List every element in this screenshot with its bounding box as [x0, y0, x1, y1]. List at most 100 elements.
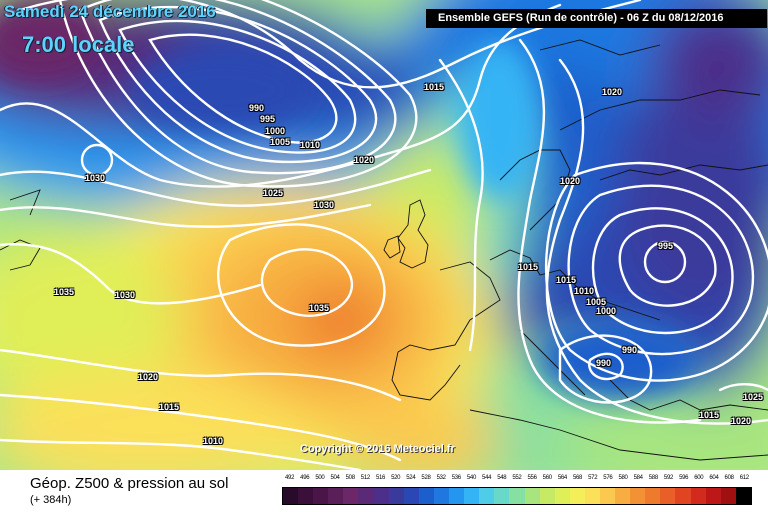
copyright-notice: Copyright © 2016 Meteociel.fr	[300, 443, 455, 455]
isobar-label: 1005	[586, 297, 607, 307]
legend-tick-label: 600	[694, 475, 704, 481]
isobar-1025-north	[0, 168, 432, 207]
legend-swatch	[494, 488, 510, 504]
legend-swatch	[599, 488, 616, 504]
run-info-banner: Ensemble GEFS (Run de contrôle) - 06 Z d…	[426, 9, 767, 28]
legend-tick-label: 552	[512, 475, 522, 481]
isobar-label: 1000	[265, 126, 286, 136]
legend-swatch	[539, 488, 555, 504]
isobar-1035-center	[260, 248, 354, 317]
isobar-1010-east	[544, 162, 768, 382]
isobar-1030-west	[80, 143, 114, 177]
legend-tick-label: 596	[679, 475, 689, 481]
isobar-label: 990	[249, 103, 265, 113]
isobar-label: 1000	[596, 306, 617, 316]
legend-swatch	[524, 488, 540, 504]
legend-swatch	[569, 488, 585, 504]
map-title: Géop. Z500 & pression au sol	[30, 475, 229, 492]
legend-tick-label: 548	[497, 475, 507, 481]
isobar-1005	[78, 0, 397, 175]
legend-tick-label: 524	[406, 475, 416, 481]
isobar-label: 1015	[699, 410, 720, 420]
isobar-label: 1020	[731, 416, 752, 426]
legend-swatch	[343, 488, 359, 504]
central-europe-outline	[489, 249, 661, 321]
map-footer: Géop. Z500 & pression au sol (+ 384h) 49…	[0, 470, 768, 512]
forecast-time: 7:00 locale	[22, 32, 135, 57]
legend-tick-label: 560	[542, 475, 552, 481]
legend-tick-label: 532	[436, 475, 446, 481]
isobar-label: 1015	[159, 402, 180, 412]
legend-swatch	[675, 488, 691, 504]
isobar-label: 1020	[354, 155, 375, 165]
legend-swatch	[373, 488, 389, 504]
legend-swatch	[660, 488, 676, 504]
legend-swatch	[403, 488, 419, 504]
legend-tick-label: 576	[603, 475, 613, 481]
legend-tick-label: 556	[527, 475, 537, 481]
isobar-label: 1015	[518, 262, 539, 272]
isobar-990-south	[588, 352, 624, 381]
legend-tick-label: 492	[285, 475, 295, 481]
isobar-1010	[58, 0, 418, 188]
legend-tick-label: 496	[300, 475, 310, 481]
legend-tick-label: 540	[466, 475, 477, 481]
isobar-label: 995	[260, 114, 276, 124]
legend-tick-label: 504	[330, 475, 340, 481]
isobar-label: 990	[622, 345, 638, 355]
forecast-lead-time: (+ 384h)	[30, 494, 72, 506]
isobar-1030-central	[0, 203, 372, 228]
legend-tick-label: 572	[588, 475, 598, 481]
isobar-label: 1030	[115, 290, 136, 300]
legend-tick-label: 568	[572, 475, 583, 481]
legend-tick-labels: 492 496 500 504 508 512 516 520 524 528 532 536 540 5…	[282, 475, 752, 485]
legend-swatch	[479, 488, 495, 504]
isobar-1015-channel	[438, 58, 484, 352]
legend-swatch	[449, 488, 465, 504]
legend-tick-label: 508	[345, 475, 355, 481]
legend-swatch	[298, 488, 314, 504]
legend-swatch	[705, 488, 721, 504]
isobar-label: 1020	[602, 87, 623, 97]
legend-tick-label: 584	[633, 475, 643, 481]
legend-swatch	[630, 488, 646, 504]
isobar-label: 1010	[203, 436, 224, 446]
legend-swatch	[509, 488, 525, 504]
isobar-label: 995	[658, 241, 674, 251]
isobar-label: 1035	[309, 303, 330, 313]
legend-swatch	[418, 488, 434, 504]
legend-color-bar	[282, 487, 752, 505]
isobar-1030-center	[217, 223, 386, 347]
legend-tick-label: 564	[557, 475, 567, 481]
legend-swatch	[645, 488, 661, 504]
forecast-date: Samedi 24 décembre 2016	[4, 2, 216, 21]
legend-tick-label: 580	[618, 475, 628, 481]
isobar-995-east	[618, 224, 717, 307]
isobar-label: 1015	[556, 275, 577, 285]
legend-swatch	[615, 488, 631, 504]
isobar-1005-east	[567, 184, 755, 356]
scandinavia-outline	[499, 149, 571, 231]
color-legend: 492 496 500 504 508 512 516 520 524 528 532 536 540 5…	[282, 475, 752, 505]
isobar-1000-east	[591, 207, 734, 335]
legend-tick-label: 536	[451, 475, 461, 481]
isobar-label: 990	[596, 358, 612, 368]
isobar-label: 1025	[263, 188, 284, 198]
isobar-label: 1015	[424, 82, 445, 92]
isobar-1015-east	[517, 38, 702, 424]
north-africa-outline	[469, 409, 768, 461]
isobar-1020-south	[0, 348, 402, 402]
legend-tick-label: 512	[360, 475, 370, 481]
legend-swatch	[464, 488, 480, 504]
svalbard-outline	[539, 39, 661, 56]
isobar-label: 1005	[270, 137, 291, 147]
legend-swatch	[313, 488, 329, 504]
isobar-label: 1035	[54, 287, 75, 297]
russia-border-outline	[599, 164, 768, 181]
legend-tick-label: 604	[709, 475, 719, 481]
legend-swatch	[720, 488, 736, 504]
isobar-label: 1030	[85, 173, 106, 183]
france-iberia-outline	[391, 261, 501, 401]
isobar-990	[148, 33, 338, 144]
